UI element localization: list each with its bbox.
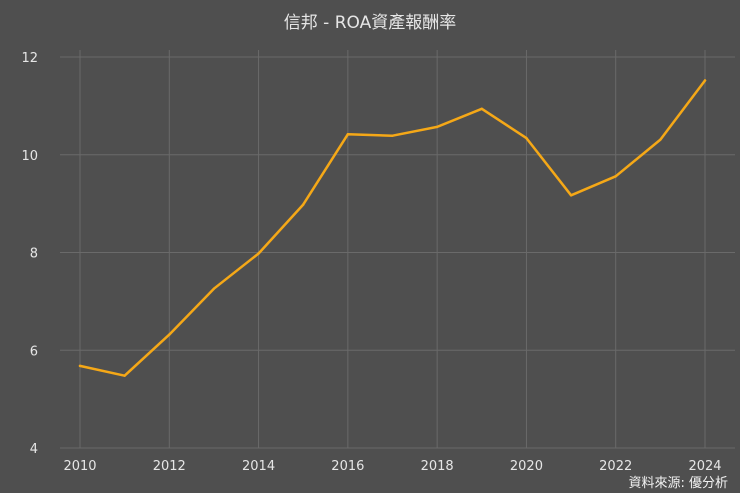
data-point	[168, 333, 171, 336]
data-point	[346, 133, 350, 136]
data-point	[435, 125, 439, 129]
data-point	[212, 287, 216, 290]
grid-layer	[60, 50, 735, 449]
axis-layer: 4 6 8 10 12 2010 2012 2014 2016 2018 2020 2022 2024	[21, 51, 721, 474]
x-tick-label: 2022	[599, 459, 632, 474]
data-point	[123, 374, 126, 377]
data-point	[614, 175, 617, 178]
data-point	[257, 252, 260, 255]
y-tick-label: 10	[21, 149, 38, 164]
data-point	[569, 194, 573, 197]
x-tick-label: 2020	[510, 459, 543, 474]
data-point	[391, 134, 394, 137]
series-line	[78, 79, 707, 377]
data-point	[78, 364, 82, 368]
data-point	[525, 136, 528, 140]
x-tick-label: 2010	[63, 459, 96, 474]
x-tick-label: 2014	[242, 459, 275, 474]
source-note: 資料來源: 優分析	[628, 476, 728, 491]
x-tick-label: 2016	[331, 459, 364, 474]
x-tick-label: 2024	[688, 459, 721, 474]
y-tick-label: 6	[30, 344, 38, 359]
data-point	[659, 138, 662, 141]
data-point	[480, 107, 483, 111]
chart-title: 信邦 - ROA資產報酬率	[283, 13, 457, 33]
x-tick-label: 2012	[153, 459, 186, 474]
data-point	[302, 203, 305, 206]
data-point	[703, 79, 707, 82]
y-tick-label: 12	[21, 51, 38, 66]
y-tick-label: 8	[30, 247, 38, 262]
series-layer	[78, 79, 707, 377]
y-tick-label: 4	[30, 442, 38, 457]
x-tick-label: 2018	[421, 459, 454, 474]
